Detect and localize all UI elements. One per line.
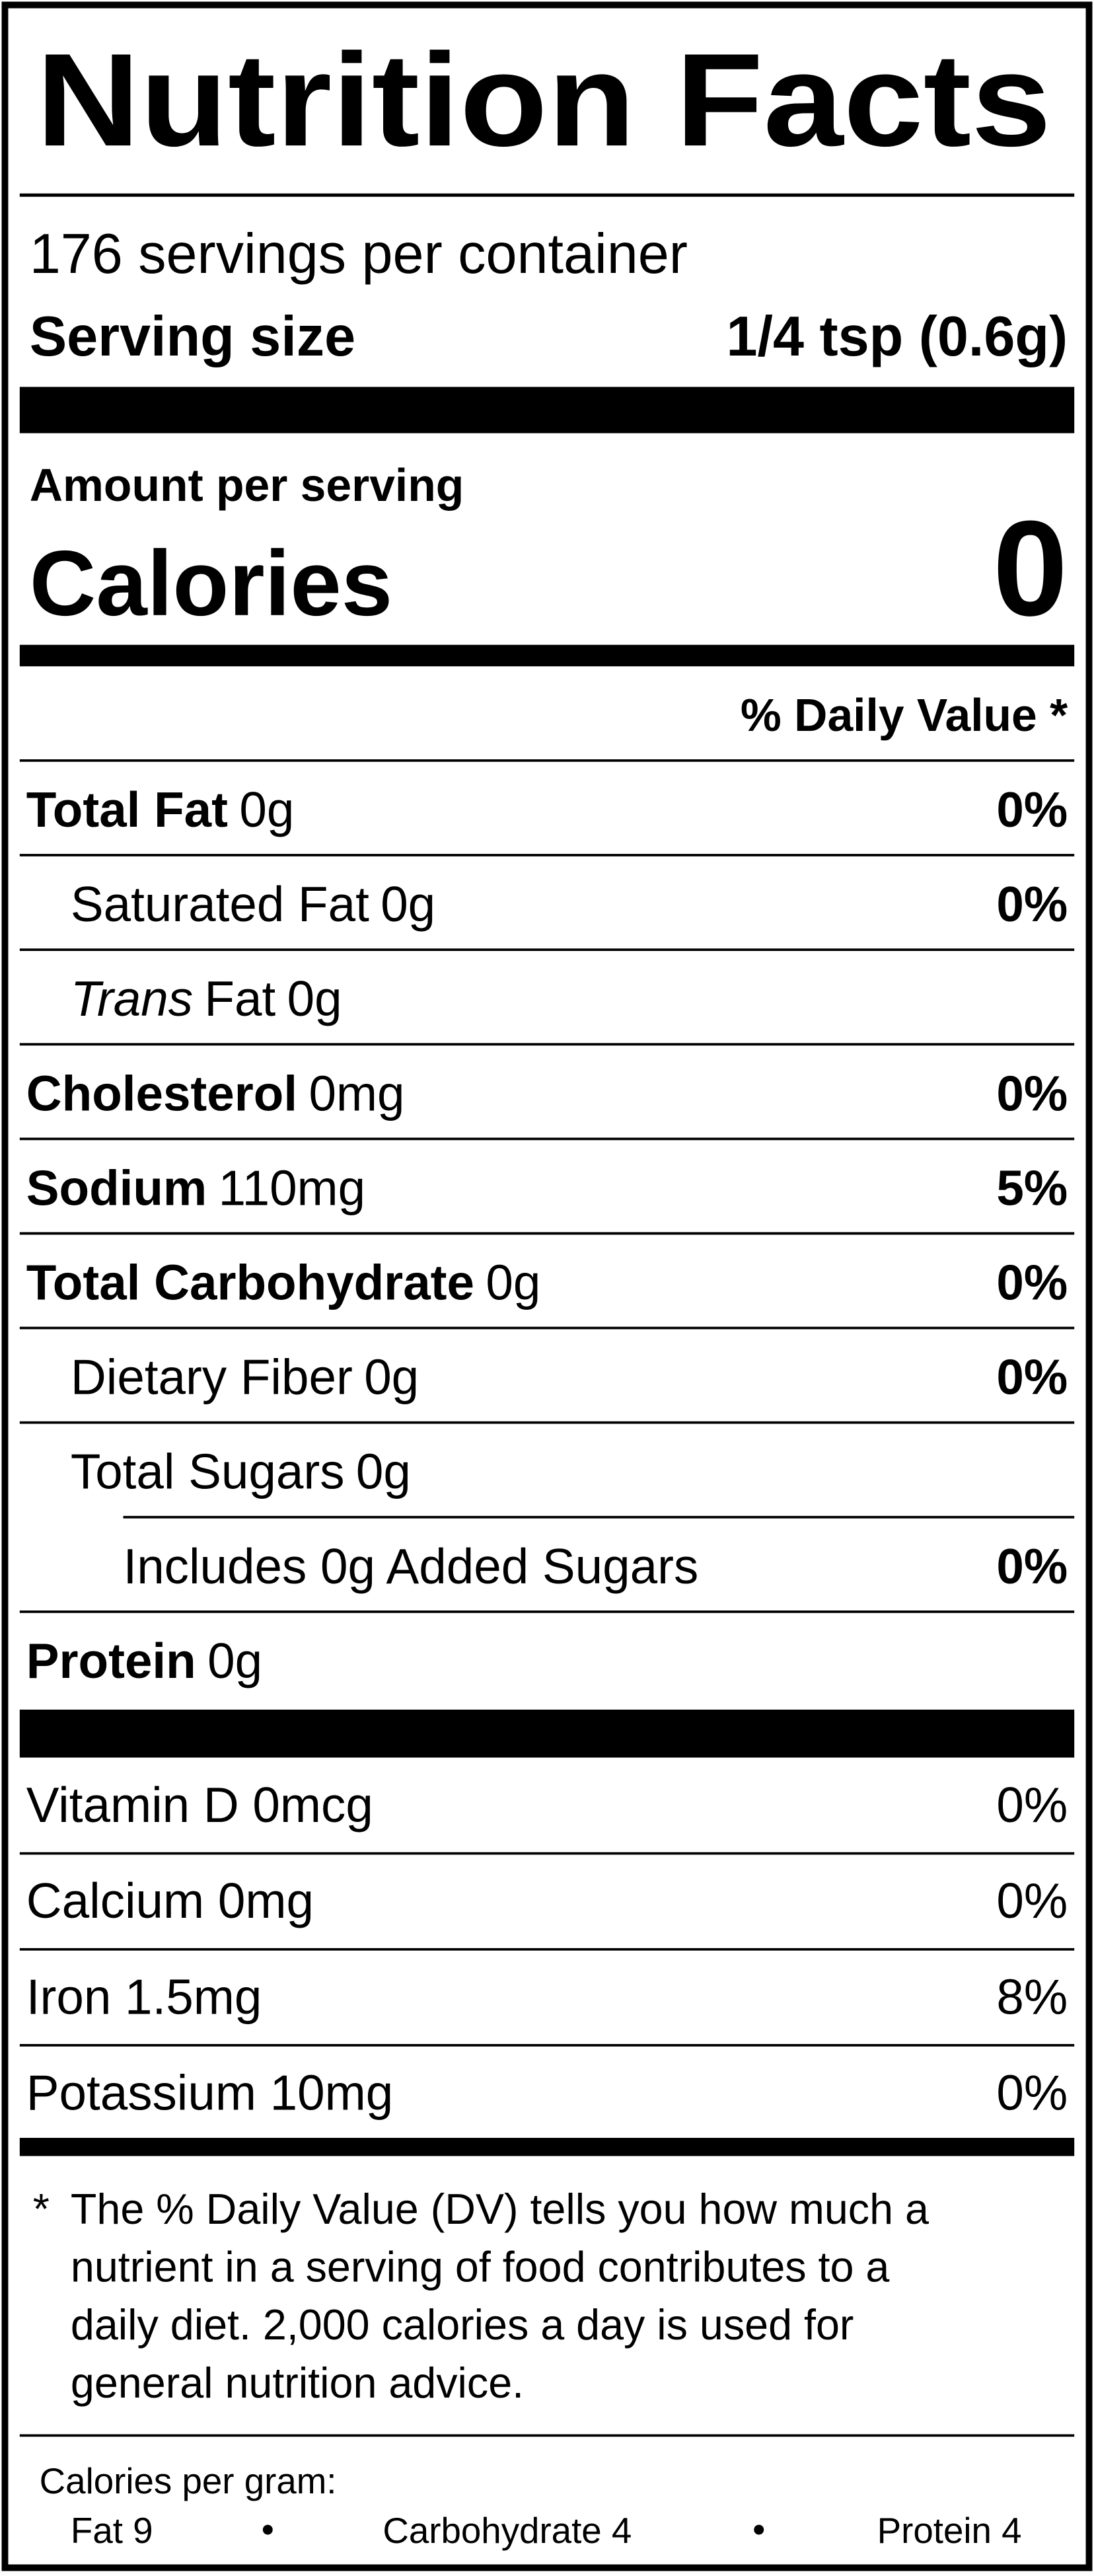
- dv-header: % Daily Value *: [741, 689, 1068, 741]
- thick-bar: [19, 1709, 1075, 1758]
- nutrient-row: Protein 0g: [26, 1633, 262, 1688]
- nutrient-name: Total Fat: [26, 782, 228, 837]
- vitamin-name: Calcium 0mg: [26, 1873, 314, 1928]
- nutrient-row: Sodium 110mg: [26, 1160, 365, 1215]
- vitamin-name: Iron 1.5mg: [26, 1969, 262, 2024]
- nutrient-row: Trans Fat 0g: [71, 971, 342, 1026]
- nutrient-row: Cholesterol 0mg: [26, 1065, 405, 1121]
- nutrient-dv: 0%: [996, 1538, 1068, 1594]
- nutrient-amount: 0g: [356, 1444, 411, 1499]
- nutrient-name: Saturated Fat: [71, 876, 369, 932]
- nutrient-amount: 0g: [207, 1633, 262, 1688]
- nutrient-amount: 0g: [239, 782, 294, 837]
- vitamin-name: Vitamin D 0mcg: [26, 1777, 373, 1833]
- title: Nutrition Facts: [36, 26, 1052, 174]
- nutrient-row: Dietary Fiber 0g: [71, 1349, 419, 1404]
- nutrient-dv: 0%: [996, 1254, 1068, 1310]
- bullet: [754, 2524, 764, 2535]
- vitamin-name: Potassium 10mg: [26, 2065, 393, 2120]
- serving-size-label: Serving size: [30, 305, 355, 367]
- nutrient-name: Sodium: [26, 1160, 207, 1215]
- footnote-line: general nutrition advice.: [71, 2359, 524, 2407]
- calories-value: 0: [993, 493, 1068, 644]
- nutrient-dv: 0%: [996, 782, 1068, 837]
- nutrient-dv: 0%: [996, 876, 1068, 932]
- footnote-line: nutrient in a serving of food contribute…: [71, 2242, 890, 2291]
- footnote-line: daily diet. 2,000 calories a day is used…: [71, 2300, 854, 2349]
- cal-per-gram-item: Fat 9: [71, 2510, 153, 2551]
- nutrient-name: Total Carbohydrate: [26, 1254, 474, 1310]
- calories-label: Calories: [30, 531, 392, 634]
- medium-bar: [19, 2137, 1075, 2156]
- serving-size-value: 1/4 tsp (0.6g): [726, 305, 1068, 367]
- medium-bar: [19, 644, 1075, 667]
- nutrient-amount: 0mg: [309, 1065, 404, 1121]
- nutrient-amount: 0g: [381, 876, 435, 932]
- nutrient-row: Total Fat 0g: [26, 782, 295, 837]
- cal-per-gram-item: Protein 4: [877, 2510, 1022, 2551]
- nutrient-row: Includes 0g Added Sugars: [123, 1538, 698, 1594]
- nutrient-name: Total Sugars: [71, 1444, 345, 1499]
- cal-per-gram-label: Calories per gram:: [40, 2460, 337, 2501]
- nutrient-amount: 0g: [486, 1254, 540, 1310]
- bullet: [262, 2524, 273, 2535]
- servings: 176 servings per container: [30, 222, 688, 285]
- footnote-line: The % Daily Value (DV) tells you how muc…: [71, 2185, 930, 2233]
- nutrient-row: Saturated Fat 0g: [71, 876, 435, 932]
- vitamin-dv: 0%: [996, 1873, 1068, 1928]
- vitamin-dv: 0%: [996, 1777, 1068, 1833]
- nutrient-dv: 0%: [996, 1349, 1068, 1404]
- vitamin-dv: 8%: [996, 1969, 1068, 2024]
- nutrient-name: Dietary Fiber: [71, 1349, 353, 1404]
- nutrient-italic: Trans: [71, 971, 193, 1026]
- nutrient-dv: 0%: [996, 1065, 1068, 1121]
- nutrient-dv: 5%: [996, 1160, 1068, 1215]
- nutrient-amount: 110mg: [219, 1160, 366, 1215]
- vitamin-dv: 0%: [996, 2065, 1068, 2120]
- nutrient-name: Protein: [26, 1633, 196, 1688]
- nutrient-name: Fat: [204, 971, 275, 1026]
- nutrient-name: Includes 0g Added Sugars: [123, 1538, 698, 1594]
- footnote-marker: *: [33, 2185, 50, 2233]
- nutrient-row: Total Sugars 0g: [71, 1444, 411, 1499]
- thick-bar: [19, 387, 1075, 434]
- nutrient-amount: 0g: [287, 971, 342, 1026]
- cal-per-gram-item: Carbohydrate 4: [383, 2510, 632, 2551]
- nutrient-name: Cholesterol: [26, 1065, 297, 1121]
- nutrient-row: Total Carbohydrate 0g: [26, 1254, 541, 1310]
- nutrient-amount: 0g: [364, 1349, 419, 1404]
- amount-per-serving: Amount per serving: [30, 459, 464, 511]
